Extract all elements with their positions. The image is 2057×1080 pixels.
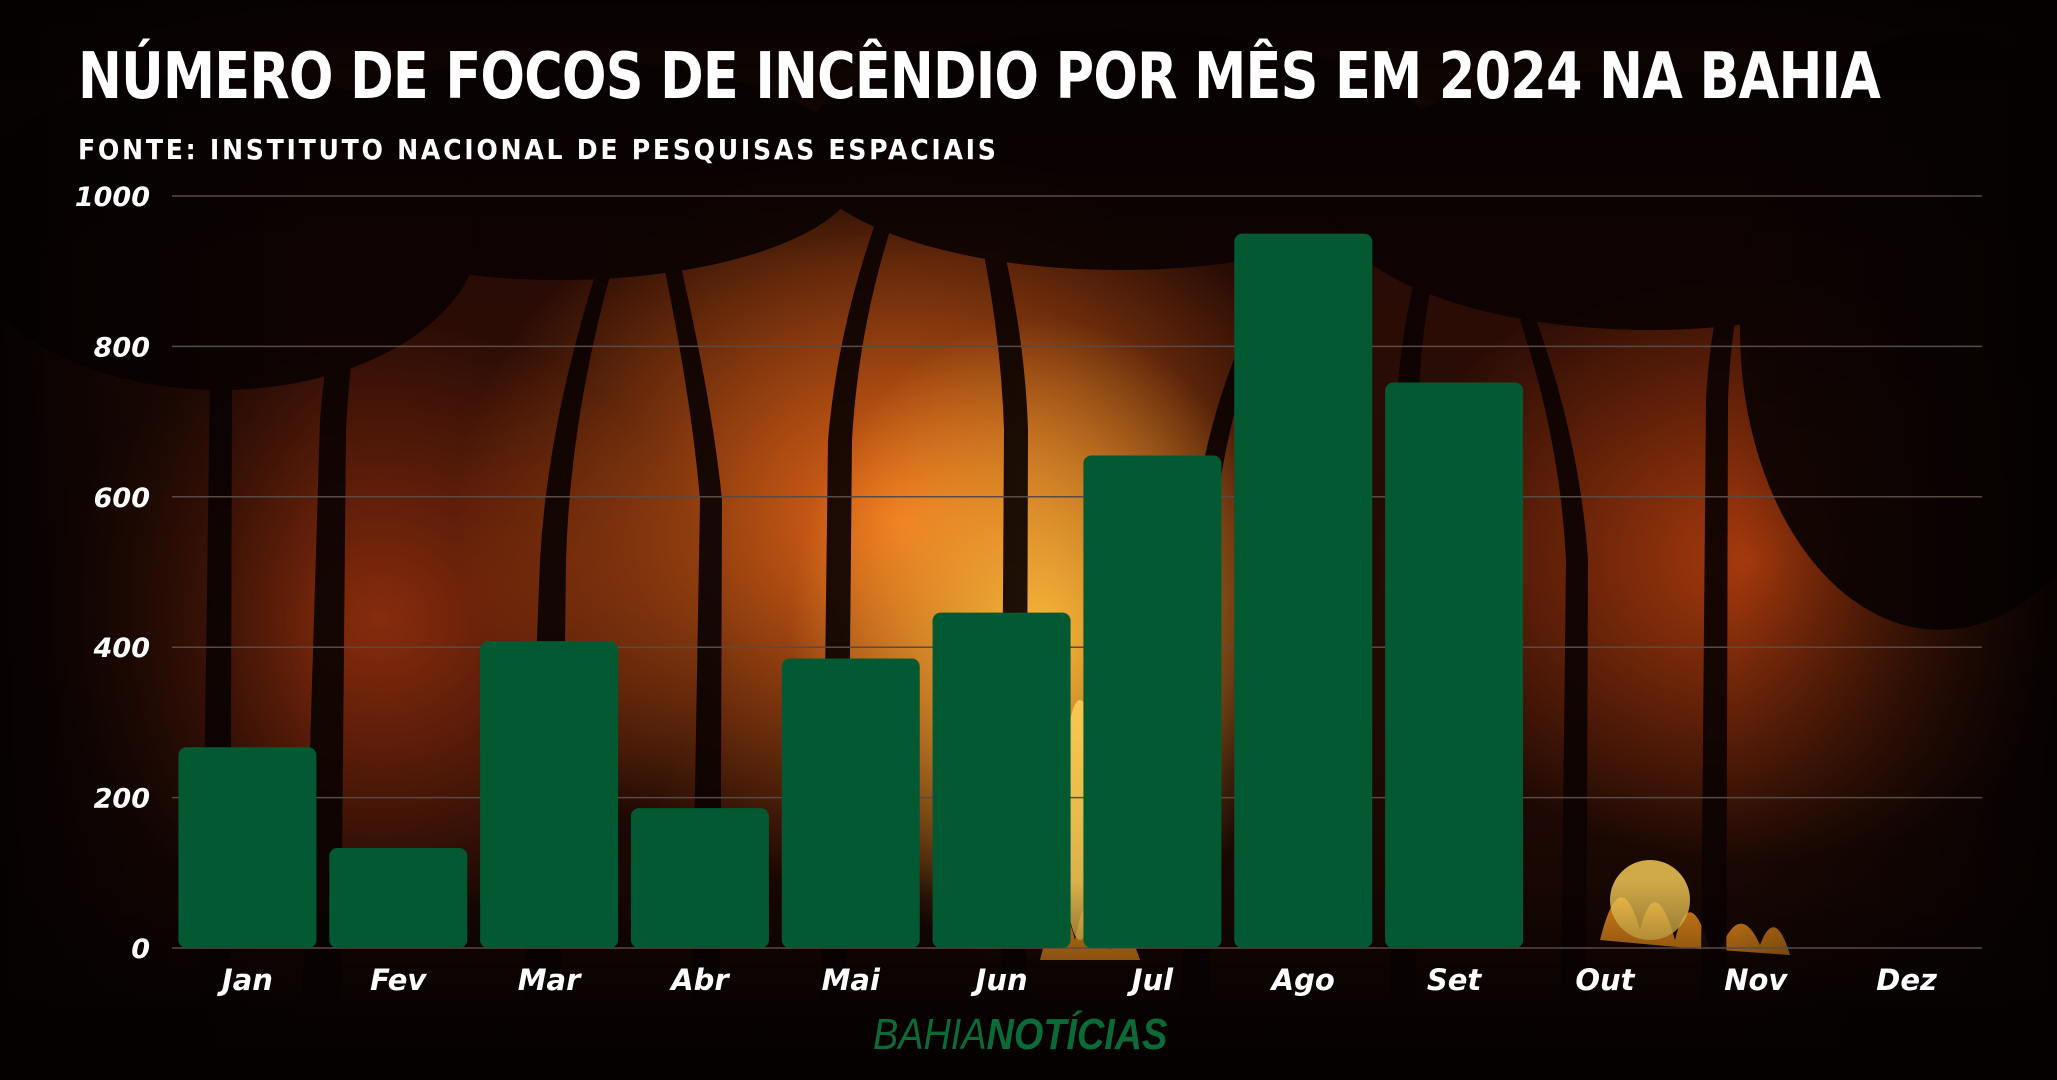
x-tick-label-dez: Dez <box>1876 963 1937 997</box>
x-tick-label-jul: Jul <box>1127 963 1174 997</box>
x-tick-label-abr: Abr <box>669 963 730 997</box>
x-tick-label-mai: Mai <box>822 963 881 997</box>
x-tick-label-jun: Jun <box>971 963 1028 997</box>
bar-set <box>1385 382 1524 949</box>
bar-jul <box>1083 455 1222 948</box>
bahia-noticias-logo: BAHIANOTÍCIAS <box>873 1010 1167 1060</box>
logo-text-bahia: BAHIA <box>873 1010 987 1059</box>
bar-fev <box>329 847 468 948</box>
x-tick-label-mar: Mar <box>518 963 582 997</box>
y-tick-label: 200 <box>94 784 150 815</box>
bar-mar <box>480 641 619 948</box>
x-tick-label-set: Set <box>1427 963 1483 997</box>
x-tick-label-ago: Ago <box>1270 963 1335 997</box>
x-tick-label-nov: Nov <box>1724 963 1788 997</box>
bar-ago <box>1234 233 1373 949</box>
chart-title: NÚMERO DE FOCOS DE INCÊNDIO POR MÊS EM 2… <box>78 40 1881 114</box>
bar-jun <box>932 612 1071 948</box>
bar-abr <box>630 808 769 948</box>
bar-jan <box>178 747 317 948</box>
x-tick-label-fev: Fev <box>370 963 427 997</box>
y-tick-label: 600 <box>94 483 150 514</box>
logo-text-noticias: NOTÍCIAS <box>986 1010 1168 1059</box>
bar-mai <box>781 658 920 948</box>
x-tick-label-out: Out <box>1575 963 1635 997</box>
y-tick-label: 400 <box>93 633 150 664</box>
x-tick-label-jan: Jan <box>217 963 273 997</box>
y-tick-label: 800 <box>94 332 150 363</box>
y-tick-label: 1000 <box>75 182 150 213</box>
chart-subtitle: FONTE: INSTITUTO NACIONAL DE PESQUISAS E… <box>78 133 999 166</box>
y-tick-label: 0 <box>131 934 150 965</box>
